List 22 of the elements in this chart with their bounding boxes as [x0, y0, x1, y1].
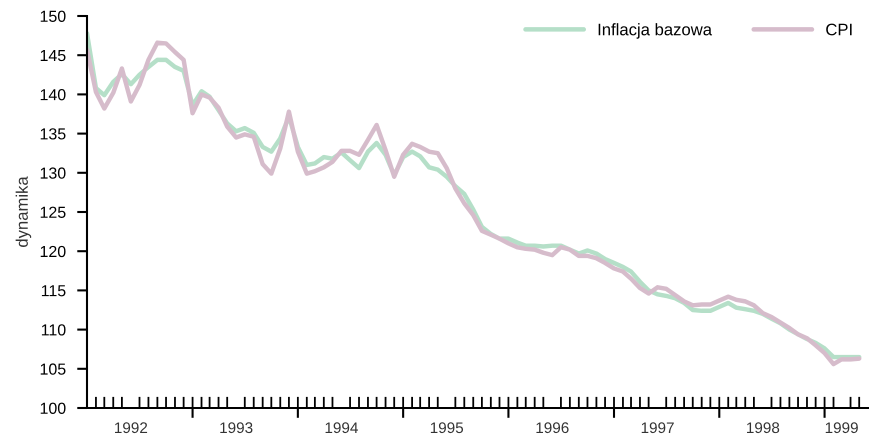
x-tick-label: 1994	[326, 422, 358, 434]
y-tick-label: 145	[40, 50, 66, 62]
y-tick-label: 105	[40, 363, 66, 375]
legend-label: Inflacja bazowa	[598, 23, 712, 39]
y-tick-label: 125	[40, 206, 66, 218]
x-tick-label: 1998	[747, 422, 780, 434]
x-tick-label: 1997	[642, 422, 674, 434]
y-axis-title: dynamika	[16, 176, 32, 247]
x-tick-label: 1995	[430, 422, 464, 434]
y-tick-label: 150	[40, 10, 66, 22]
x-tick-label: 1992	[115, 422, 148, 434]
y-tick-label: 115	[42, 285, 66, 296]
y-tick-label: 100	[40, 402, 66, 414]
x-tick-label: 1999	[826, 422, 858, 434]
y-tick-label: 135	[40, 128, 66, 140]
y-tick-label: 130	[40, 167, 66, 179]
legend-label: CPI	[826, 24, 852, 36]
y-tick-label: 110	[42, 324, 66, 336]
y-tick-label: 140	[40, 89, 66, 100]
x-tick-label: 1993	[220, 422, 252, 434]
x-tick-label: 1996	[536, 422, 569, 434]
y-tick-label: 120	[40, 246, 66, 258]
